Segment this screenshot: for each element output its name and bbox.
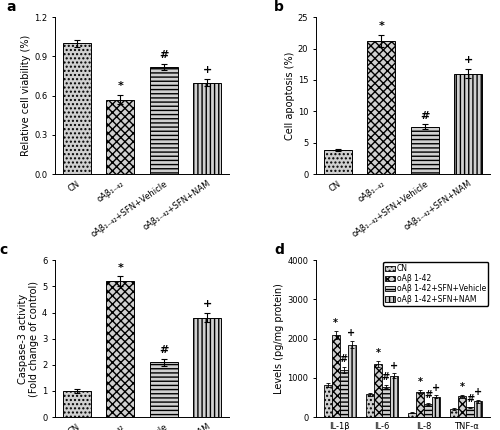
Y-axis label: Caspase-3 activity
(Fold change of control): Caspase-3 activity (Fold change of contr… bbox=[18, 281, 39, 397]
Bar bbox=[150, 67, 178, 174]
Bar bbox=[432, 397, 440, 417]
Y-axis label: Levels (pg/mg protein): Levels (pg/mg protein) bbox=[274, 283, 284, 394]
Text: +: + bbox=[348, 328, 356, 338]
Bar bbox=[466, 407, 474, 417]
Bar bbox=[374, 364, 382, 417]
Text: +: + bbox=[390, 361, 398, 371]
Text: +: + bbox=[202, 64, 212, 75]
Text: *: * bbox=[118, 81, 123, 91]
Text: *: * bbox=[333, 318, 338, 328]
Bar bbox=[193, 83, 222, 174]
Text: #: # bbox=[159, 50, 168, 60]
Text: *: * bbox=[376, 348, 380, 358]
Y-axis label: Cell apoptosis (%): Cell apoptosis (%) bbox=[285, 52, 295, 140]
Bar bbox=[62, 43, 91, 174]
Bar bbox=[324, 150, 352, 174]
Y-axis label: Relative cell viability (%): Relative cell viability (%) bbox=[22, 35, 32, 156]
Text: *: * bbox=[418, 377, 422, 387]
Text: *: * bbox=[378, 21, 384, 31]
Text: b: b bbox=[274, 0, 284, 14]
Text: +: + bbox=[464, 55, 473, 65]
Text: +: + bbox=[474, 387, 482, 397]
Text: #: # bbox=[424, 390, 432, 400]
Bar bbox=[416, 392, 424, 417]
Bar bbox=[408, 413, 416, 417]
Bar bbox=[106, 281, 134, 417]
Text: #: # bbox=[340, 354, 347, 365]
Text: *: * bbox=[118, 263, 123, 273]
Text: *: * bbox=[460, 382, 465, 392]
Bar bbox=[62, 391, 91, 417]
Bar bbox=[450, 409, 458, 417]
Bar bbox=[367, 41, 396, 174]
Bar bbox=[366, 394, 374, 417]
Legend: CN, oAβ 1-42, oAβ 1-42+SFN+Vehicle, oAβ 1-42+SFN+NAM: CN, oAβ 1-42, oAβ 1-42+SFN+Vehicle, oAβ … bbox=[383, 262, 488, 306]
Bar bbox=[332, 335, 340, 417]
Text: +: + bbox=[432, 383, 440, 393]
Text: +: + bbox=[202, 299, 212, 309]
Text: #: # bbox=[420, 111, 430, 120]
Bar bbox=[424, 404, 432, 417]
Text: #: # bbox=[382, 372, 390, 382]
Bar bbox=[382, 387, 390, 417]
Text: #: # bbox=[159, 345, 168, 355]
Bar bbox=[106, 99, 134, 174]
Bar bbox=[458, 396, 466, 417]
Bar bbox=[454, 74, 482, 174]
Text: #: # bbox=[466, 394, 474, 404]
Bar bbox=[340, 370, 347, 417]
Text: a: a bbox=[6, 0, 16, 14]
Bar bbox=[193, 318, 222, 417]
Bar bbox=[410, 127, 439, 174]
Bar bbox=[150, 362, 178, 417]
Bar bbox=[348, 344, 356, 417]
Bar bbox=[474, 402, 482, 417]
Text: c: c bbox=[0, 243, 8, 257]
Bar bbox=[324, 385, 332, 417]
Bar bbox=[390, 376, 398, 417]
Text: d: d bbox=[274, 243, 284, 257]
